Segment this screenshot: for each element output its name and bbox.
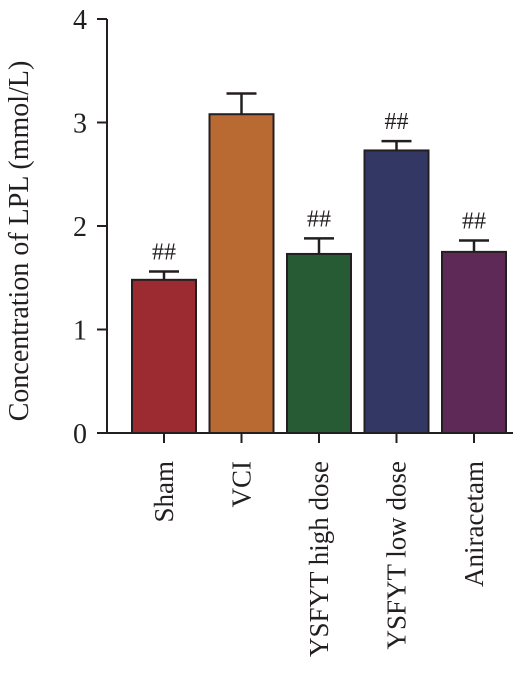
category-labels: Sham VCI YSFYT high dose YSFYT low dose Anir… <box>149 461 489 657</box>
bar-aniracetam <box>441 250 507 434</box>
category-label: Aniracetam <box>459 461 489 587</box>
y-tick-label: 1 <box>73 316 87 347</box>
bars <box>131 113 507 434</box>
bar-sham <box>131 278 197 434</box>
category-label: VCI <box>227 461 257 508</box>
category-label: YSFYT high dose <box>304 461 334 657</box>
x-ticks <box>163 433 475 443</box>
y-tick-label: 4 <box>73 5 87 36</box>
y-tick-label: 0 <box>73 419 87 450</box>
significance-marks: ## ## ## ## <box>152 109 486 265</box>
y-ticks: 0 1 2 3 4 <box>73 5 107 450</box>
significance-mark: ## <box>462 208 486 234</box>
bar-ysfyt-high-dose <box>286 252 352 434</box>
y-axis-label: Concentration of LPL (mmol/L) <box>4 61 35 422</box>
x-axis <box>107 432 513 443</box>
significance-mark: ## <box>307 206 331 232</box>
bar-ysfyt-low-dose <box>363 149 430 434</box>
error-bars <box>149 92 489 280</box>
significance-mark: ## <box>385 109 409 135</box>
bar-vci <box>208 113 275 434</box>
y-axis: 0 1 2 3 4 <box>73 5 108 450</box>
category-label: Sham <box>149 461 179 523</box>
y-tick-label: 3 <box>73 109 87 140</box>
category-label: YSFYT low dose <box>382 461 412 650</box>
y-tick-label: 2 <box>73 212 87 243</box>
significance-mark: ## <box>152 240 176 266</box>
